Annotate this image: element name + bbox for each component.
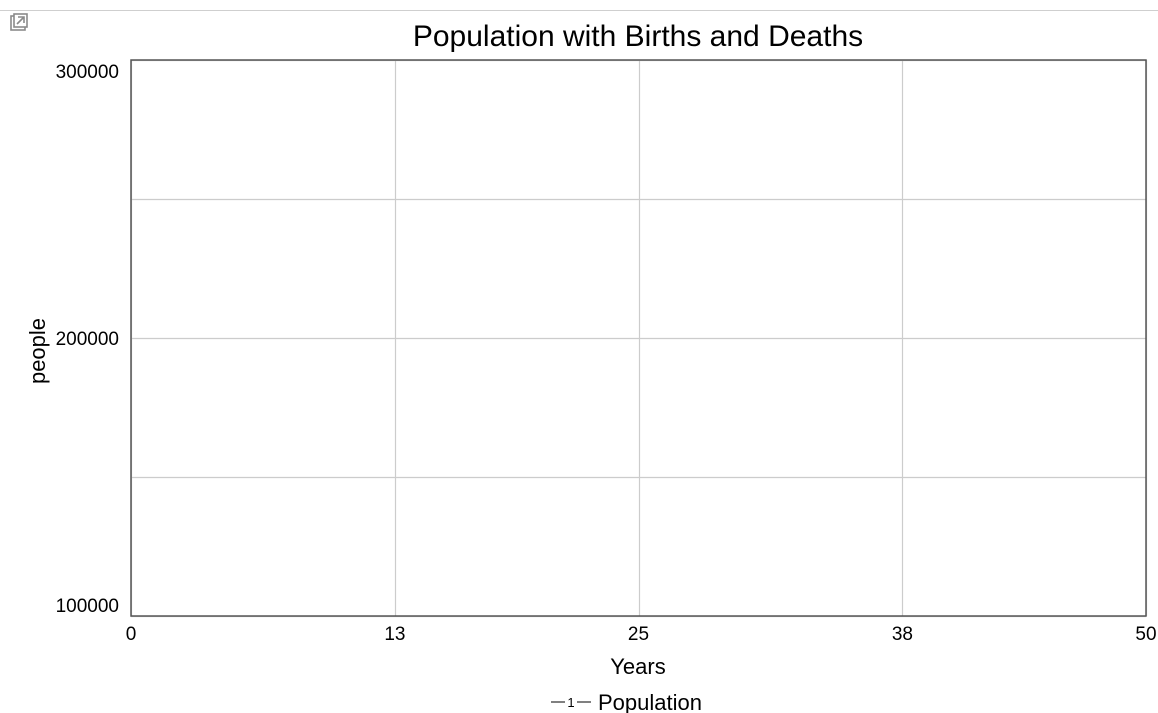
y-axis-ticks: 100000 200000 300000 (56, 62, 119, 617)
x-tick-label: 50 (1135, 624, 1156, 645)
x-axis-ticks: 0 13 25 38 50 (126, 624, 1157, 645)
popout-icon[interactable] (10, 13, 28, 31)
y-tick-label: 200000 (56, 329, 119, 350)
legend-marker-number: 1 (567, 695, 574, 710)
plot-frame (130, 59, 1147, 617)
y-tick-label: 300000 (56, 62, 119, 83)
popout-icon-glyph (10, 13, 28, 31)
x-tick-label: 25 (628, 624, 649, 645)
x-tick-label: 13 (384, 624, 405, 645)
x-tick-label: 0 (126, 624, 137, 645)
grid-layer (130, 59, 1148, 618)
legend: 1 Population (551, 690, 702, 713)
legend-label-population: Population (598, 690, 702, 713)
chart-title: Population with Births and Deaths (413, 20, 863, 53)
y-axis-label: people (25, 318, 50, 384)
top-divider (0, 10, 1158, 11)
x-tick-label: 38 (892, 624, 913, 645)
y-tick-label: 100000 (56, 596, 119, 617)
x-axis-label: Years (610, 654, 665, 679)
